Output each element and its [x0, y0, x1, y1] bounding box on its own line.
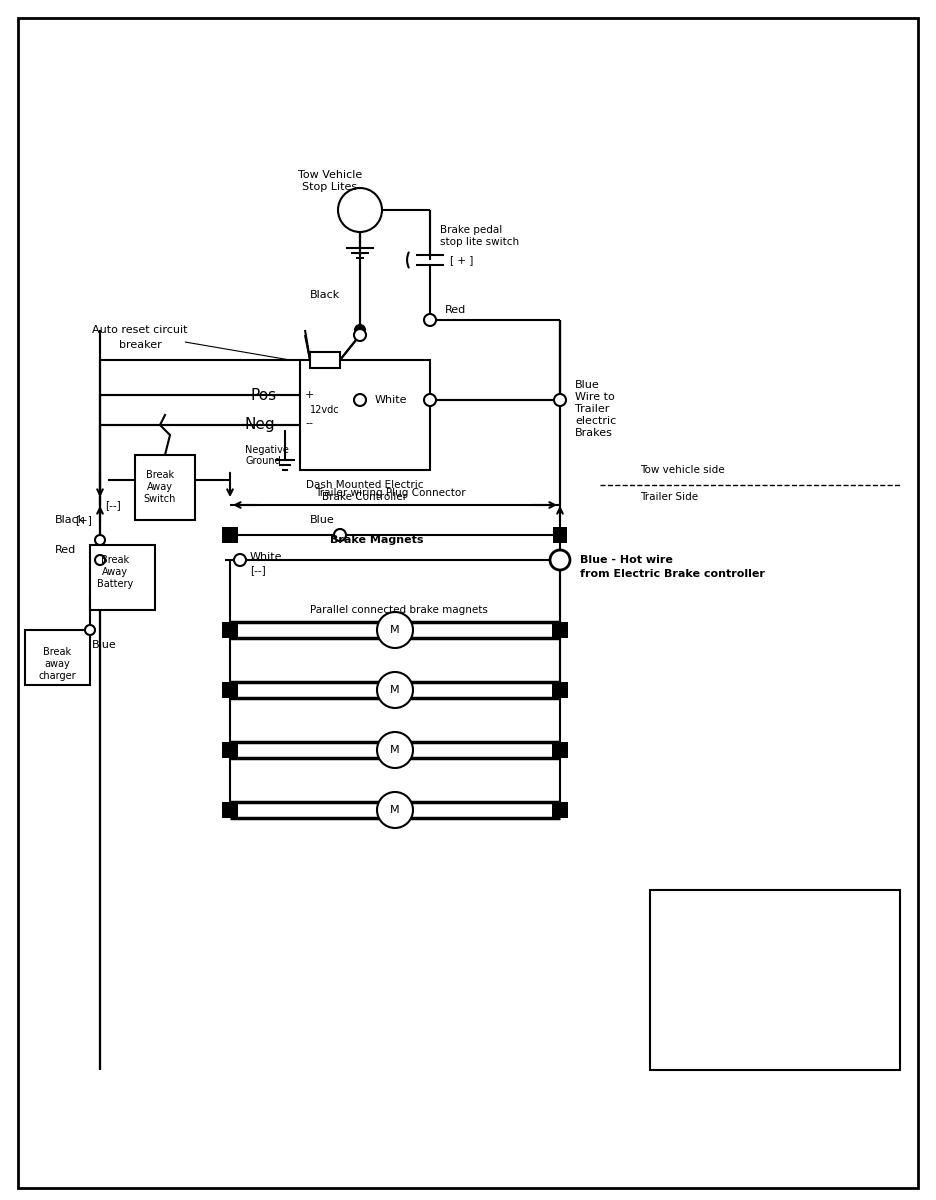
Text: Auto reset circuit: Auto reset circuit	[93, 325, 188, 335]
Text: breaker: breaker	[119, 340, 161, 350]
Text: Break: Break	[43, 647, 71, 658]
Text: Blue: Blue	[92, 640, 117, 650]
Bar	[650, 890, 900, 1070]
Text: Red: Red	[445, 305, 466, 314]
Bar	[310, 352, 340, 368]
Text: Break: Break	[101, 554, 129, 565]
Circle shape	[425, 314, 435, 325]
Text: White: White	[375, 395, 407, 404]
Text: Blue: Blue	[575, 380, 600, 390]
Text: charger: charger	[38, 671, 76, 680]
Text: Blue: Blue	[310, 515, 335, 526]
Circle shape	[554, 394, 566, 406]
Text: [ + ]: [ + ]	[450, 254, 474, 265]
Text: Negative: Negative	[245, 445, 289, 455]
Circle shape	[334, 529, 346, 541]
Circle shape	[424, 394, 436, 406]
Text: M: M	[390, 805, 400, 815]
Text: 12vdc: 12vdc	[310, 404, 340, 415]
Text: Blue - Hot wire: Blue - Hot wire	[580, 554, 673, 565]
Circle shape	[354, 329, 366, 341]
Text: electric: electric	[575, 416, 616, 426]
Text: Parallel connected brake magnets: Parallel connected brake magnets	[310, 605, 488, 614]
Bar	[222, 682, 238, 698]
Text: Break: Break	[146, 470, 174, 480]
Text: Pos: Pos	[250, 388, 276, 402]
Text: Stop Lites: Stop Lites	[302, 182, 358, 192]
Text: [--]: [--]	[250, 565, 266, 575]
Bar	[552, 802, 568, 818]
Bar	[135, 455, 195, 520]
Text: Ground: Ground	[245, 456, 281, 466]
Bar	[90, 545, 155, 610]
Text: Black: Black	[310, 290, 340, 300]
Circle shape	[377, 672, 413, 708]
Bar	[553, 527, 567, 542]
Bar	[222, 742, 238, 758]
Text: Trailer wiring Plug Connector: Trailer wiring Plug Connector	[314, 488, 465, 498]
Text: Battery: Battery	[96, 578, 133, 589]
Bar	[552, 742, 568, 758]
Circle shape	[95, 554, 105, 565]
Circle shape	[377, 612, 413, 648]
Bar	[222, 527, 238, 542]
Text: Black: Black	[55, 515, 85, 526]
Circle shape	[234, 554, 246, 566]
Text: Dash Mounted Electric: Dash Mounted Electric	[306, 480, 424, 490]
Circle shape	[355, 325, 365, 335]
Text: Tow Vehicle: Tow Vehicle	[298, 170, 362, 180]
Text: M: M	[390, 625, 400, 635]
Text: +: +	[305, 390, 314, 400]
Circle shape	[338, 188, 382, 232]
Text: M: M	[390, 745, 400, 755]
Text: Brake Controller: Brake Controller	[323, 492, 407, 502]
Text: Red: Red	[55, 545, 76, 554]
Text: M: M	[390, 685, 400, 695]
Text: Brakes: Brakes	[575, 428, 613, 438]
Bar	[553, 552, 567, 568]
Bar	[552, 622, 568, 638]
Text: [--]: [--]	[105, 500, 121, 510]
Circle shape	[354, 394, 366, 406]
Text: Wire to: Wire to	[575, 392, 615, 402]
Text: from Electric Brake controller: from Electric Brake controller	[580, 569, 765, 578]
Bar	[222, 802, 238, 818]
Bar	[552, 682, 568, 698]
Text: White: White	[250, 552, 283, 562]
Circle shape	[550, 550, 570, 570]
Text: stop lite switch: stop lite switch	[440, 236, 519, 247]
Circle shape	[424, 314, 436, 326]
Bar	[222, 622, 238, 638]
Text: [+]: [+]	[75, 515, 92, 526]
Text: Trailer: Trailer	[575, 404, 609, 414]
Bar	[25, 630, 90, 685]
Text: Trailer Side: Trailer Side	[640, 492, 698, 502]
Circle shape	[377, 792, 413, 828]
Text: away: away	[44, 659, 70, 670]
Circle shape	[377, 732, 413, 768]
Text: Brake Magnets: Brake Magnets	[330, 535, 423, 545]
Text: Away: Away	[147, 482, 173, 492]
Text: Tow vehicle side: Tow vehicle side	[640, 464, 724, 475]
Circle shape	[95, 535, 105, 545]
Text: Brake pedal: Brake pedal	[440, 226, 503, 235]
Bar	[300, 360, 430, 470]
Text: Switch: Switch	[144, 494, 176, 504]
Text: Away: Away	[102, 566, 128, 577]
Text: --: --	[305, 418, 313, 428]
Text: Neg: Neg	[245, 418, 275, 432]
Circle shape	[85, 625, 95, 635]
